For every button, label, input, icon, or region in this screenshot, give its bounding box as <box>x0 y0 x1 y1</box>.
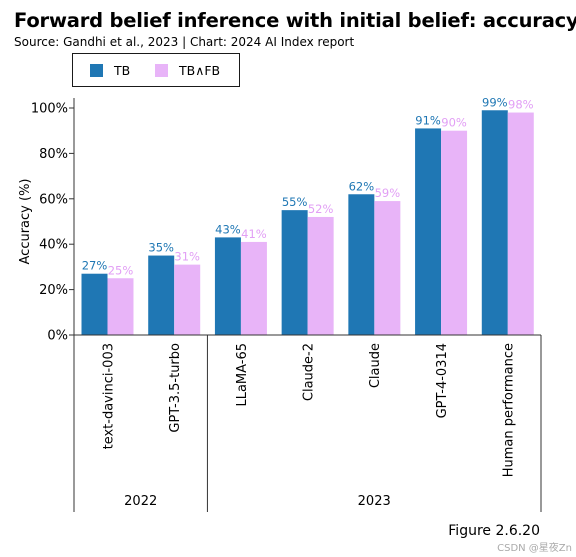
x-tick-label: Human performance <box>502 343 517 477</box>
bar-value-label: 62% <box>349 179 375 193</box>
bar-value-label: 41% <box>241 227 267 241</box>
y-tick-label: 20% <box>39 283 68 298</box>
chart-source: Source: Gandhi et al., 2023 | Chart: 202… <box>14 35 355 49</box>
watermark: CSDN @星夜Zn <box>497 543 572 554</box>
bar-value-label: 25% <box>108 263 134 277</box>
bar-tb <box>81 273 108 335</box>
y-tick-label: 60% <box>39 192 68 207</box>
y-axis-title: Accuracy (%) <box>18 179 33 265</box>
group-label: 2023 <box>358 494 391 509</box>
bar-tb <box>281 210 308 335</box>
bar-value-label: 55% <box>282 195 308 209</box>
bar-tb <box>415 128 442 335</box>
bar-value-label: 59% <box>375 186 401 200</box>
group-label: 2022 <box>124 494 157 509</box>
bar-value-label: 98% <box>508 98 534 112</box>
bar-tb <box>481 110 508 336</box>
x-tick-label: Claude <box>368 343 383 388</box>
figure-label: Figure 2.6.20 <box>448 523 540 539</box>
bar-value-label: 90% <box>441 116 467 130</box>
legend-label-tb: TB <box>114 63 131 78</box>
legend-swatch-tb <box>90 64 103 77</box>
x-tick-label: GPT-3.5-turbo <box>168 343 183 433</box>
bar-tbfb <box>441 130 468 335</box>
bar-tbfb <box>374 201 401 335</box>
bar-tbfb <box>240 241 267 335</box>
bar-tb <box>348 194 375 335</box>
bar-value-label: 35% <box>148 241 174 255</box>
bar-value-label: 99% <box>482 95 508 109</box>
bar-value-label: 31% <box>174 250 200 264</box>
bar-value-label: 91% <box>415 113 441 127</box>
legend: TB TB∧FB <box>72 53 240 87</box>
x-tick-label: GPT-4-0314 <box>435 343 450 418</box>
x-tick-label: Claude-2 <box>302 343 317 401</box>
y-tick-label: 40% <box>39 238 68 253</box>
bar-value-label: 43% <box>215 222 241 236</box>
y-tick-label: 0% <box>47 329 68 344</box>
y-tick-label: 80% <box>39 147 68 162</box>
bar-value-label: 27% <box>82 259 108 273</box>
bar-value-label: 52% <box>308 202 334 216</box>
bar-tbfb <box>307 216 334 335</box>
bar-tb <box>214 237 241 335</box>
x-tick-label: LLaMA-65 <box>235 343 250 407</box>
bar-tbfb <box>174 264 201 335</box>
x-tick-label: text-davinci-003 <box>101 343 116 449</box>
bar-tb <box>148 255 175 335</box>
bar-tbfb <box>507 112 534 335</box>
legend-label-tb-fb: TB∧FB <box>179 63 221 78</box>
legend-swatch-tb-fb <box>155 64 168 77</box>
bar-tbfb <box>107 278 134 335</box>
chart-title: Forward belief inference with initial be… <box>14 9 576 32</box>
y-tick-label: 100% <box>31 102 68 117</box>
